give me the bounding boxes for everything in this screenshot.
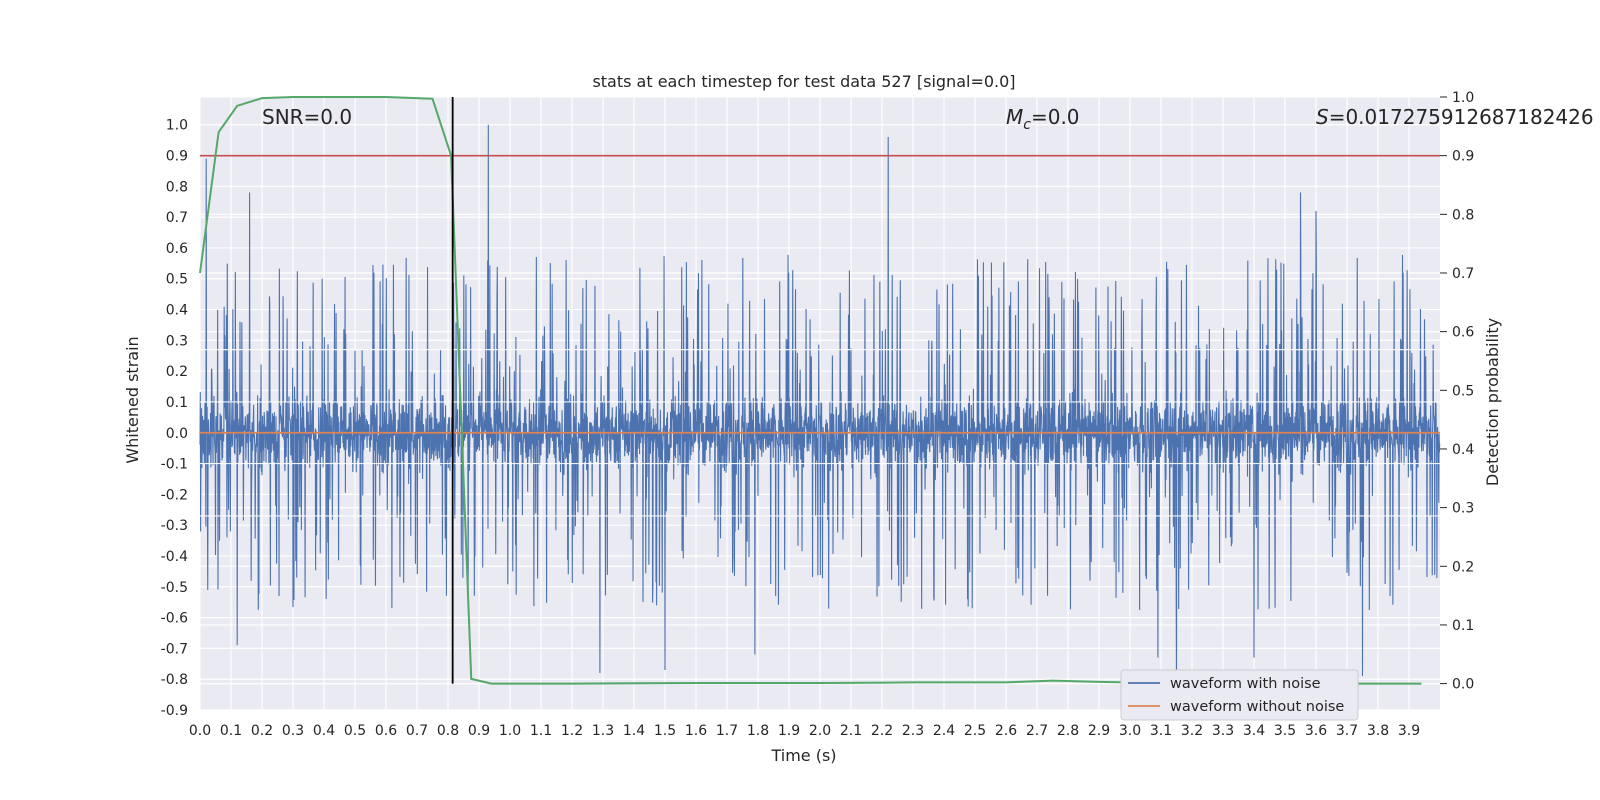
y-axis-label: Whitened strain [123,336,142,463]
x-tick-label: 2.0 [809,723,831,739]
x-tick-label: 2.5 [964,723,986,739]
s-annotation: S=0.017275912687182426 [1316,105,1594,129]
x-tick-label: 0.4 [313,723,335,739]
x-tick-label: 2.1 [840,723,862,739]
x-tick-label: 0.1 [220,723,242,739]
mc-subscript: c [1023,117,1031,133]
y-tick-label: -0.4 [161,549,188,565]
legend-label-waveform-without-noise: waveform without noise [1170,699,1344,715]
y-tick-label: -0.6 [161,611,188,627]
y-right-tick-label: 0.1 [1452,618,1474,634]
x-tick-label: 0.2 [251,723,273,739]
y-tick-label: -0.9 [161,703,188,719]
x-tick-label: 2.9 [1088,723,1110,739]
x-tick-label: 3.7 [1336,723,1358,739]
mc-value: =0.0 [1031,105,1080,129]
y-tick-label: -0.3 [161,518,188,534]
x-tick-label: 3.5 [1274,723,1296,739]
y-right-tick-label: 0.0 [1452,677,1474,693]
x-tick-label: 3.4 [1243,723,1265,739]
legend: waveform with noise waveform without noi… [1120,669,1359,721]
x-tick-label: 1.3 [592,723,614,739]
waveform-with-noise-line [199,124,1441,695]
y-tick-label: 0.0 [166,426,188,442]
x-tick-label: 3.6 [1305,723,1327,739]
y-tick-label: 1.0 [166,118,188,134]
y-right-tick-label: 1.0 [1452,90,1474,106]
x-tick-label: 1.0 [499,723,521,739]
y-tick-label: 0.1 [166,395,188,411]
y-tick-label: 0.8 [166,179,188,195]
x-tick-label: 3.1 [1150,723,1172,739]
y-right-tick-label: 0.6 [1452,325,1474,341]
x-tick-label: 1.1 [530,723,552,739]
x-tick-label: 3.9 [1398,723,1420,739]
legend-box [1120,669,1359,721]
snr-annotation: SNR=0.0 [262,105,352,129]
y-tick-label: 0.4 [166,303,188,319]
x-tick-label: 0.6 [375,723,397,739]
x-tick-label: 0.5 [344,723,366,739]
x-tick-label: 0.9 [468,723,490,739]
x-tick-label: 2.7 [1026,723,1048,739]
x-tick-label: 2.6 [995,723,1017,739]
y-tick-label: 0.6 [166,241,188,257]
x-tick-label: 1.8 [747,723,769,739]
y-tick-label: -0.2 [161,487,188,503]
y-right-tick-label: 0.2 [1452,559,1474,575]
x-tick-label: 1.4 [623,723,645,739]
x-tick-label: 1.5 [654,723,676,739]
y-axis-right-label: Detection probability [1483,318,1502,486]
y-tick-label: 0.3 [166,333,188,349]
x-tick-label: 0.3 [282,723,304,739]
x-tick-label: 3.8 [1367,723,1389,739]
x-tick-label: 3.2 [1181,723,1203,739]
y-tick-label: -0.8 [161,672,188,688]
y-tick-label: 0.2 [166,364,188,380]
mc-symbol: M [1006,105,1023,129]
x-tick-label: 3.0 [1119,723,1141,739]
x-axis-label: Time (s) [770,746,836,765]
y-right-tick-label: 0.4 [1452,442,1474,458]
chart-title: stats at each timestep for test data 527… [592,72,1015,91]
s-symbol: S [1316,105,1329,129]
x-tick-label: 1.7 [716,723,738,739]
x-tick-label: 3.3 [1212,723,1234,739]
x-tick-label: 1.2 [561,723,583,739]
y-tick-label: 0.7 [166,210,188,226]
y-tick-label: -0.1 [161,457,188,473]
x-tick-label: 2.4 [933,723,955,739]
tick-labels: 0.0 0.1 0.2 0.3 0.4 0.5 0.6 0.7 0.8 0.9 1.0 1.1 1.2 1… [161,90,1475,739]
x-tick-label: 1.6 [685,723,707,739]
x-tick-label: 1.9 [778,723,800,739]
x-tick-label: 2.2 [871,723,893,739]
y-right-tick-label: 0.8 [1452,207,1474,223]
y-right-tick-label: 0.9 [1452,149,1474,165]
legend-label-waveform-with-noise: waveform with noise [1170,676,1321,692]
y-right-tick-label: 0.7 [1452,266,1474,282]
mc-annotation: Mc=0.0 [1006,105,1080,133]
x-tick-label: 0.7 [406,723,428,739]
waveform-with-noise-series [199,124,1441,695]
y-tick-label: -0.5 [161,580,188,596]
y-right-tick-label: 0.3 [1452,501,1474,517]
x-tick-label: 0.8 [437,723,459,739]
x-tick-label: 0.0 [189,723,211,739]
y-right-tick-label: 0.5 [1452,383,1474,399]
y-tick-label: 0.5 [166,272,188,288]
x-tick-label: 2.8 [1057,723,1079,739]
y-tick-label: 0.9 [166,149,188,165]
x-tick-label: 2.3 [902,723,924,739]
y-tick-label: -0.7 [161,641,188,657]
s-value: =0.017275912687182426 [1329,105,1594,129]
